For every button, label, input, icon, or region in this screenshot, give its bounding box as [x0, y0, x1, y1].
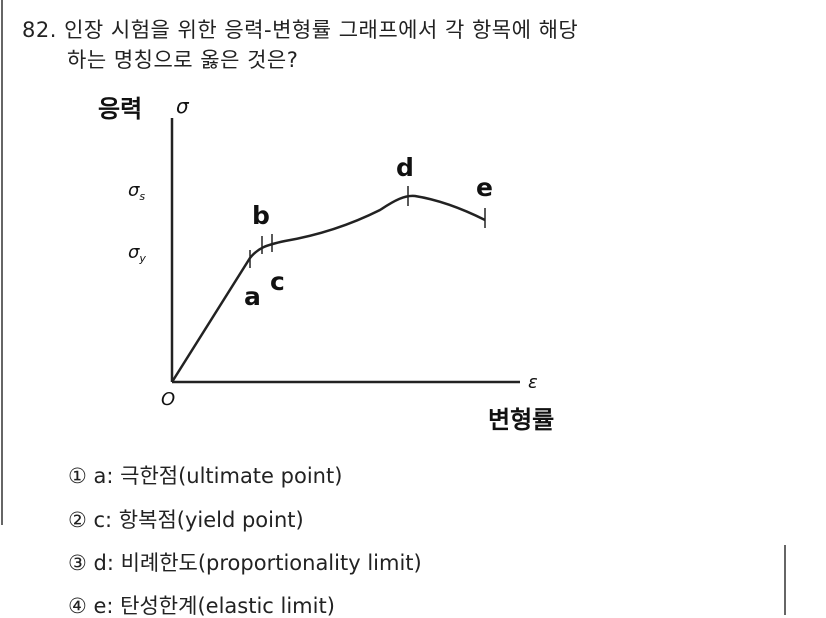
stress-strain-curve	[170, 194, 486, 383]
question-text: 인장 시험을 위한 응력-변형률 그래프에서 각 항목에 해당	[64, 18, 579, 42]
sigma-y: σy	[128, 242, 146, 265]
sigma-s: σs	[128, 180, 145, 203]
y-axis-label: 응력	[98, 95, 142, 123]
y-symbol: σ	[176, 94, 190, 118]
symbol: σ	[128, 242, 140, 263]
option: ④ e: 탄성한계(elastic limit)	[68, 594, 335, 618]
question-line: 82. 인장 시험을 위한 응력-변형률 그래프에서 각 항목에 해당	[22, 14, 578, 44]
point-label: a	[244, 282, 261, 311]
subscript: s	[139, 190, 145, 203]
option: ② c: 항복점(yield point)	[68, 508, 304, 532]
point-label: b	[252, 201, 270, 230]
tick-marks	[249, 186, 486, 268]
point-label: d	[396, 153, 414, 182]
origin-label: O	[161, 389, 175, 410]
x-symbol: ε	[528, 372, 538, 393]
option: ③ d: 비례한도(proportionality limit)	[68, 551, 422, 575]
question-number: 82.	[22, 18, 57, 42]
point-label: e	[476, 173, 493, 202]
symbol: σ	[128, 180, 140, 201]
question-line: 하는 명칭으로 옳은 것은?	[67, 48, 299, 72]
option: ① a: 극한점(ultimate point)	[68, 464, 343, 488]
x-axis-label: 변형률	[488, 406, 554, 434]
subscript: y	[138, 252, 146, 265]
point-label: c	[270, 267, 285, 296]
